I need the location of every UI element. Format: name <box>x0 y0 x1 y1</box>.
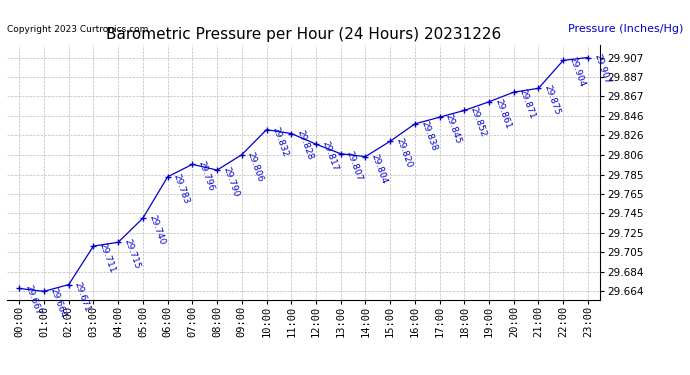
Text: 29.715: 29.715 <box>122 238 141 270</box>
Text: 29.783: 29.783 <box>172 172 191 205</box>
Text: 29.790: 29.790 <box>221 166 240 198</box>
Text: 29.817: 29.817 <box>320 140 339 172</box>
Text: 29.861: 29.861 <box>493 97 513 130</box>
Text: 29.875: 29.875 <box>542 84 562 117</box>
Text: 29.907: 29.907 <box>592 53 611 86</box>
Text: Copyright 2023 Curtronics.com: Copyright 2023 Curtronics.com <box>7 25 148 34</box>
Text: 29.740: 29.740 <box>147 214 166 246</box>
Text: 29.904: 29.904 <box>567 56 586 88</box>
Text: 29.807: 29.807 <box>345 149 364 182</box>
Text: Pressure (Inches/Hg): Pressure (Inches/Hg) <box>568 24 683 34</box>
Text: 29.852: 29.852 <box>469 106 488 138</box>
Text: 29.711: 29.711 <box>97 242 117 274</box>
Text: 29.820: 29.820 <box>394 137 413 170</box>
Text: 29.828: 29.828 <box>295 129 315 162</box>
Text: 29.671: 29.671 <box>73 280 92 313</box>
Text: 29.871: 29.871 <box>518 88 537 120</box>
Text: 29.845: 29.845 <box>444 113 463 145</box>
Text: 29.664: 29.664 <box>48 287 68 320</box>
Text: 29.667: 29.667 <box>23 284 43 316</box>
Text: 29.838: 29.838 <box>419 120 438 152</box>
Text: 29.832: 29.832 <box>270 125 290 158</box>
Title: Barometric Pressure per Hour (24 Hours) 20231226: Barometric Pressure per Hour (24 Hours) … <box>106 27 501 42</box>
Text: 29.796: 29.796 <box>197 160 216 192</box>
Text: 29.806: 29.806 <box>246 150 265 183</box>
Text: 29.804: 29.804 <box>370 152 388 185</box>
